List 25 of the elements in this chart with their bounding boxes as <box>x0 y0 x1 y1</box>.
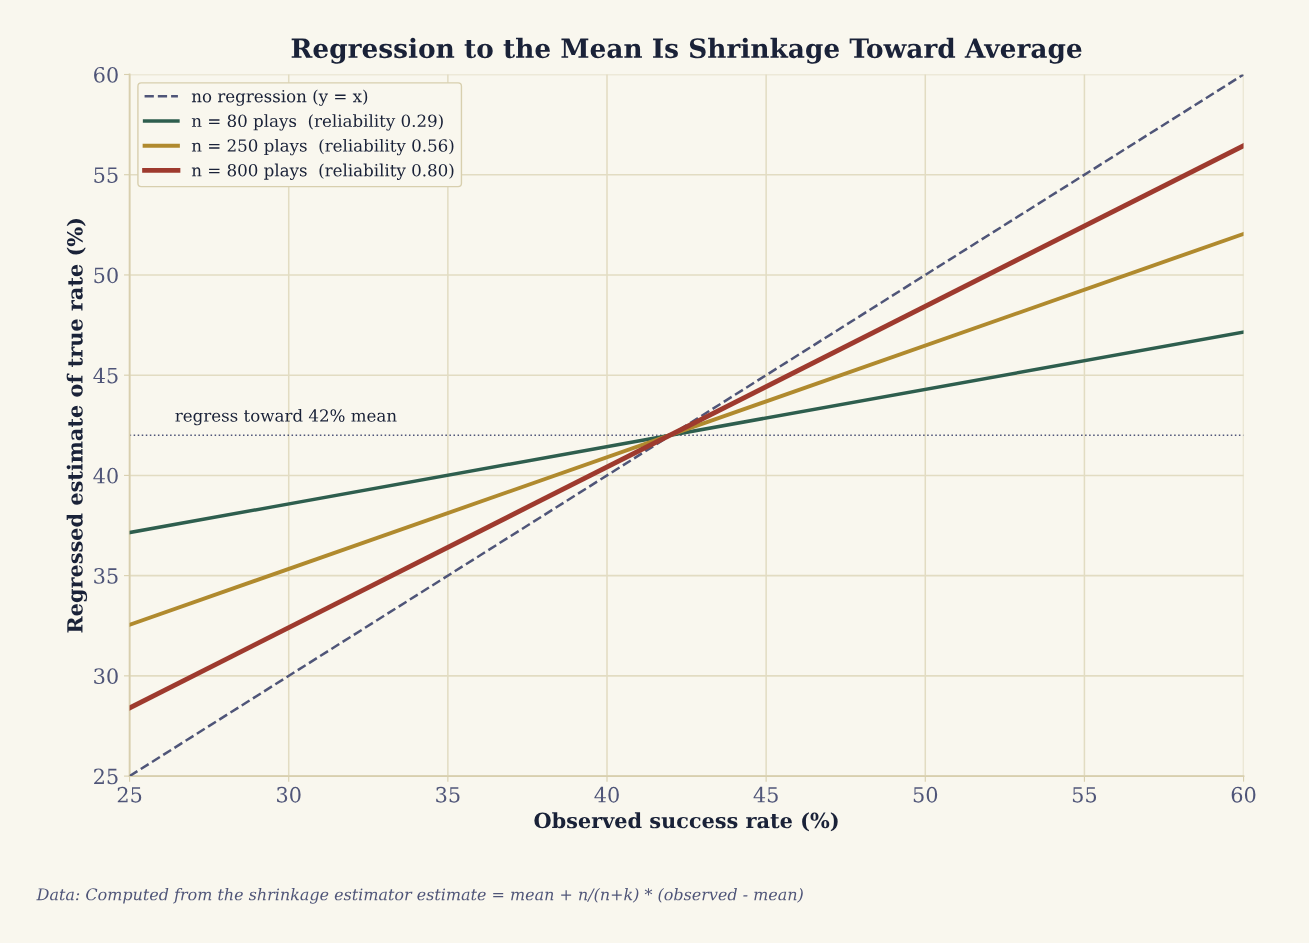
y-tick-label: 30 <box>94 668 118 685</box>
chart-title: Regression to the Mean Is Shrinkage Toward Average <box>291 37 1082 64</box>
text: Data: Computed from the shrinkage estimator estimate = mean + n/(n+k) * (observed - mean) <box>36 888 803 904</box>
x-tick-label: 60 <box>1231 786 1256 803</box>
y-tick-label: 25 <box>94 768 118 785</box>
x-tick-label: 50 <box>913 786 938 803</box>
legend-label: n = 80 plays (reliability 0.29) <box>191 114 443 131</box>
x-tick-label: 40 <box>594 786 619 803</box>
legend-label: n = 800 plays (reliability 0.80) <box>191 163 454 180</box>
x-tick-label: 45 <box>753 786 778 803</box>
legend-label: n = 250 plays (reliability 0.56) <box>191 138 454 156</box>
ref-line-label: regress toward 42% mean <box>175 408 397 426</box>
y-tick-label: 55 <box>94 167 118 183</box>
y-axis-title: Regressed estimate of true rate (%) <box>66 218 88 633</box>
x-tick-label: 25 <box>117 786 142 803</box>
x-tick-label: 35 <box>436 786 460 803</box>
x-tick-label: 30 <box>277 786 301 803</box>
x-tick-label: 55 <box>1072 787 1097 803</box>
y-tick-label: 60 <box>94 66 118 83</box>
y-tick-label: 35 <box>94 568 118 584</box>
y-tick-label: 40 <box>93 467 118 484</box>
y-tick-label: 45 <box>93 367 118 384</box>
x-axis-title: Observed success rate (%) <box>534 812 838 832</box>
y-tick-label: 50 <box>94 267 118 284</box>
legend-label: no regression (y = x) <box>191 89 368 106</box>
